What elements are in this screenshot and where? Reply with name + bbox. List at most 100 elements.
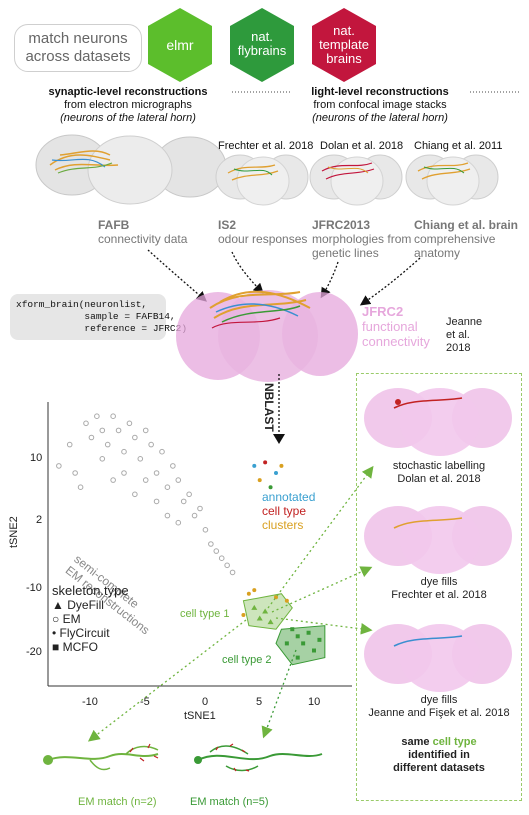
scatter-point-em	[142, 477, 149, 483]
scatter-point-em	[83, 420, 89, 427]
caption-line: Jeanne and Fişek et al. 2018	[368, 707, 510, 719]
lm-header-italic: (neurons of the lateral horn)	[312, 112, 448, 124]
scatter-point-dyefill	[251, 604, 258, 610]
scatter-point-em	[132, 491, 138, 498]
caption-line: Dolan et al. 2018	[397, 473, 481, 485]
jfrc2-target-brain	[176, 290, 358, 382]
em-match-neurons	[43, 743, 323, 772]
annotated-label: annotated	[262, 490, 316, 504]
scatter-point-em	[110, 477, 116, 483]
scatter-point-em	[137, 456, 144, 462]
scatter-point-em	[77, 484, 84, 490]
annotated-cluster-point	[279, 463, 284, 468]
x-tick-label: 0	[202, 696, 209, 708]
scatter-point-dyefill	[256, 615, 263, 621]
dolan-citation: Dolan et al. 2018	[320, 140, 404, 152]
caption-line: Frechter et al. 2018	[391, 589, 487, 601]
match-brain-images	[364, 388, 512, 692]
chiang-name: Chiang et al. brain	[414, 218, 519, 232]
scatter-point-em	[164, 484, 171, 490]
scatter-point-em	[164, 512, 171, 519]
scatter-point-flycircuit	[252, 588, 257, 593]
jfrc2-desc2: connectivity	[362, 334, 430, 349]
scatter-point-mcfo	[290, 627, 295, 632]
template-brains-hex-label: nat. template brains	[319, 23, 369, 66]
cell-type-1-label: cell type 1	[180, 608, 230, 620]
scatter-point-em	[153, 470, 160, 476]
caption-line: dye fills	[420, 576, 458, 588]
scatter-point-em	[99, 427, 106, 434]
annotated-cluster-point	[252, 463, 257, 468]
y-tick-label: -20	[26, 646, 42, 658]
flybrains-hex-label: nat. flybrains	[237, 29, 287, 58]
scatter-point-mcfo	[312, 648, 316, 653]
circle-open-marker-icon: ○	[52, 612, 60, 626]
scatter-point-flycircuit	[284, 598, 289, 603]
em-column-header: synaptic-level reconstructions from elec…	[28, 86, 228, 125]
scatter-point-em	[175, 519, 182, 526]
conclusion-line2: identified in	[408, 749, 470, 761]
scatter-point-em	[94, 413, 100, 420]
jfrc2-desc1: functional	[362, 319, 418, 334]
scatter-point-em	[121, 448, 127, 455]
scatter-point-em	[218, 555, 225, 561]
scatter-point-em	[170, 463, 176, 469]
scatter-point-em	[153, 498, 160, 505]
matches-panel	[356, 373, 522, 801]
legend-item-mcfo: ■ MCFO	[52, 640, 129, 654]
annotated-cluster-point	[257, 478, 262, 483]
jfrc2-name: JFRC2	[362, 304, 404, 319]
x-tick-label: -5	[140, 696, 150, 708]
lm-header-sub: from confocal image stacks	[313, 99, 447, 111]
conclusion-line3: different datasets	[393, 762, 485, 774]
jeanne-line2: et al.	[446, 329, 470, 341]
legend-item-em: ○ EM	[52, 612, 129, 626]
scatter-point-em	[99, 456, 106, 462]
nblast-arrow	[273, 374, 285, 444]
triangle-marker-icon: ▲	[52, 598, 64, 612]
legend-label: EM	[62, 612, 81, 626]
jeanne-match-caption: dye fills Jeanne and Fişek et al. 2018	[358, 694, 520, 720]
jfrc2013-label: JFRC2013 morphologies from genetic lines	[312, 218, 412, 260]
caption-line: stochastic labelling	[392, 460, 486, 472]
scatter-point-em	[104, 441, 111, 448]
elmr-hex-label: elmr	[166, 37, 194, 53]
jfrc2013-name: JFRC2013	[312, 218, 371, 232]
pill-text: match neurons across datasets	[25, 30, 131, 65]
scatter-point-em	[88, 434, 95, 441]
scatter-point-em	[132, 434, 138, 441]
scatter-point-em	[191, 512, 198, 519]
fafb-brain-image	[35, 134, 227, 205]
chiang-desc: comprehensive anatomy	[414, 232, 496, 260]
scatter-point-em	[72, 470, 78, 476]
x-tick-label: 10	[308, 696, 321, 708]
conclusion-text: same cell type identified in different d…	[358, 736, 520, 775]
chiang-label: Chiang et al. brain comprehensive anatom…	[414, 218, 526, 260]
scatter-point-mcfo	[317, 637, 322, 642]
scatter-point-mcfo	[284, 641, 289, 646]
scatter-point-flycircuit	[246, 591, 251, 596]
legend-label: DyeFill	[67, 598, 104, 612]
skeleton-type-legend: skeleton.type ▲ DyeFill ○ EM • FlyCircui…	[52, 584, 129, 655]
source-brain-images	[35, 134, 499, 206]
fafb-label: FAFB connectivity data	[98, 218, 187, 246]
scatter-point-flycircuit	[274, 595, 278, 600]
scatter-point-em	[121, 470, 127, 476]
jfrc2013-brain-image	[309, 154, 403, 206]
converging-arrows	[147, 249, 421, 306]
em-header-title: synaptic-level reconstructions	[48, 86, 208, 98]
scatter-point-em	[159, 448, 165, 455]
scatter-point-em	[142, 427, 149, 434]
match-neurons-pill: match neurons across datasets	[14, 24, 142, 72]
is2-label: IS2 odour responses	[218, 218, 318, 246]
lm-column-header: light-level reconstructions from confoca…	[290, 86, 470, 125]
caption-line: dye fills	[420, 694, 458, 706]
em-match-n2-neuron	[43, 743, 159, 771]
clusters-label: clusters	[262, 518, 304, 532]
legend-item-dyefill: ▲ DyeFill	[52, 598, 129, 612]
scatter-point-em	[229, 569, 236, 576]
template-brains-hex	[312, 8, 376, 82]
cell-type-2-cluster	[275, 625, 326, 666]
x-tick-label: 5	[256, 696, 263, 708]
